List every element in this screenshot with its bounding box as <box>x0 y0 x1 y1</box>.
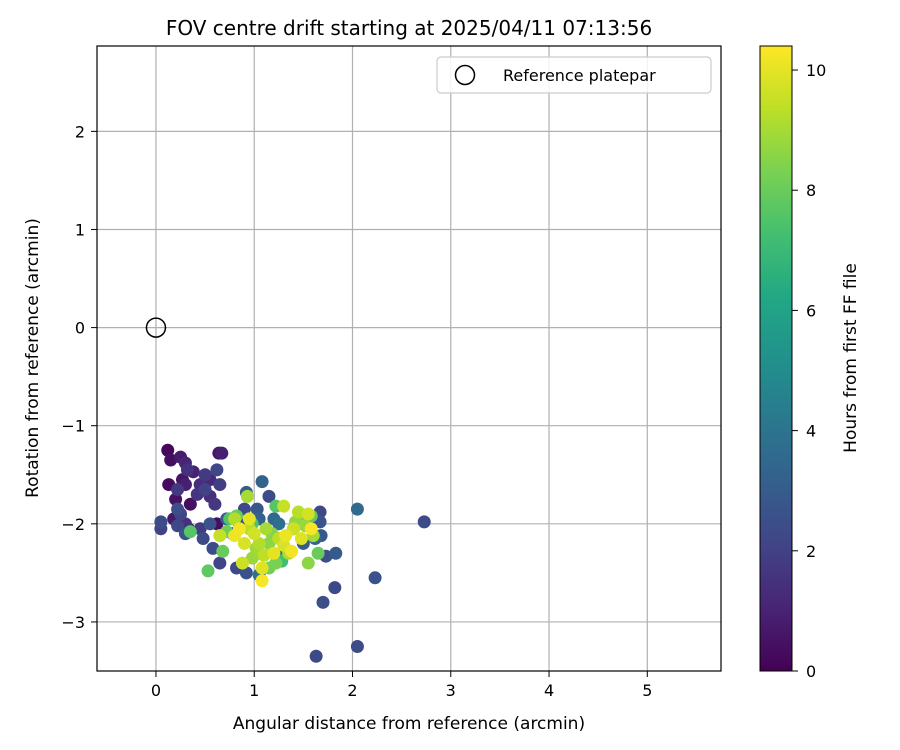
data-point <box>285 544 299 558</box>
data-point <box>171 482 185 496</box>
data-point <box>257 548 271 562</box>
data-point <box>262 536 276 550</box>
data-point <box>213 529 227 543</box>
data-point <box>304 522 318 536</box>
data-point <box>294 532 308 546</box>
x-tick-label: 2 <box>347 681 357 700</box>
data-point <box>279 529 293 543</box>
x-tick-label: 0 <box>151 681 161 700</box>
data-point <box>240 489 254 503</box>
x-tick-label: 3 <box>446 681 456 700</box>
chart-title: FOV centre drift starting at 2025/04/11 … <box>166 16 652 40</box>
data-point <box>252 536 266 550</box>
data-point <box>417 515 431 529</box>
colorbar-tick-label: 4 <box>806 422 816 441</box>
data-point <box>301 507 315 521</box>
data-point <box>350 639 364 653</box>
y-tick-label: 1 <box>75 220 85 239</box>
data-point <box>316 595 330 609</box>
data-point <box>201 564 215 578</box>
data-point <box>180 463 194 477</box>
data-point <box>198 482 212 496</box>
axis-ticks: 0 1 2 3 4 5 −3 −2 −1 0 1 2 <box>61 122 652 700</box>
data-point <box>247 527 261 541</box>
colorbar-label: Hours from first FF file <box>841 263 861 453</box>
x-tick-label: 5 <box>642 681 652 700</box>
data-points <box>154 443 431 663</box>
colorbar-tick-label: 2 <box>806 542 816 561</box>
data-point <box>272 517 286 531</box>
data-point <box>239 566 253 580</box>
data-point <box>255 574 269 588</box>
colorbar-gradient <box>759 45 793 672</box>
data-point <box>267 546 281 560</box>
x-axis-label: Angular distance from reference (arcmin) <box>233 714 585 734</box>
legend-entry: Reference platepar <box>503 66 656 85</box>
data-point <box>262 489 276 503</box>
data-point <box>171 519 185 533</box>
grid-lines <box>97 46 721 671</box>
x-tick-label: 4 <box>544 681 554 700</box>
plot-frame <box>96 45 722 672</box>
reference-point <box>145 317 167 338</box>
y-tick-label: −2 <box>61 515 85 534</box>
colorbar-tick-label: 10 <box>806 61 826 80</box>
data-point <box>154 515 168 529</box>
data-point <box>208 497 222 511</box>
legend-box <box>436 56 712 94</box>
data-point <box>250 502 264 516</box>
data-point <box>215 446 229 460</box>
data-point <box>206 541 220 555</box>
colorbar-ticks: 0 2 4 6 8 10 <box>792 61 826 681</box>
data-point <box>171 502 185 516</box>
data-point <box>291 505 305 519</box>
data-point <box>228 512 242 526</box>
y-tick-label: 2 <box>75 122 85 141</box>
colorbar-tick-label: 6 <box>806 301 816 320</box>
data-point <box>213 478 227 492</box>
data-point <box>259 522 273 536</box>
y-tick-label: 0 <box>75 319 85 338</box>
data-point <box>235 556 249 570</box>
colorbar-tick-label: 8 <box>806 181 816 200</box>
data-point <box>196 532 210 546</box>
data-point <box>161 443 175 457</box>
data-point <box>277 499 291 513</box>
data-point <box>193 522 207 536</box>
data-point <box>368 571 382 585</box>
x-tick-label: 1 <box>249 681 259 700</box>
data-point <box>311 546 325 560</box>
y-tick-label: −1 <box>61 417 85 436</box>
data-point <box>242 512 256 526</box>
data-point <box>213 556 227 570</box>
data-point <box>328 581 342 595</box>
data-point <box>350 502 364 516</box>
data-point <box>198 468 212 482</box>
data-point <box>183 525 197 539</box>
data-point <box>164 453 178 467</box>
data-point <box>210 463 224 477</box>
data-point <box>237 536 251 550</box>
legend: Reference platepar <box>436 56 712 94</box>
data-point <box>203 517 217 531</box>
data-point <box>269 556 283 570</box>
colorbar-tick-label: 0 <box>806 662 816 681</box>
data-point <box>232 522 246 536</box>
colorbar: 0 2 4 6 8 10 Hours from first FF file <box>759 45 861 681</box>
data-point <box>255 561 269 575</box>
data-point <box>255 475 269 489</box>
data-point <box>216 544 230 558</box>
data-point <box>309 649 323 663</box>
data-point <box>183 497 197 511</box>
data-point <box>301 556 315 570</box>
data-point <box>245 551 259 565</box>
legend-marker-circle <box>454 64 476 86</box>
y-tick-label: −3 <box>61 613 85 632</box>
data-point <box>169 492 183 506</box>
data-point <box>329 546 343 560</box>
y-axis-label: Rotation from reference (arcmin) <box>23 218 43 498</box>
